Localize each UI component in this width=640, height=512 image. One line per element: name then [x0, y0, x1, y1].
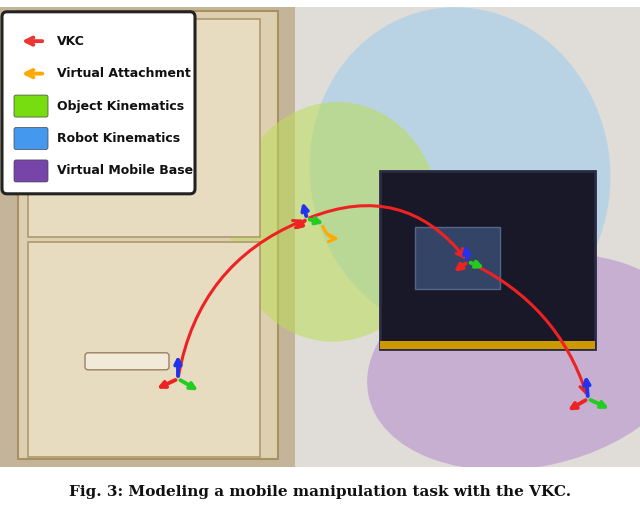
FancyArrowPatch shape	[323, 226, 336, 242]
Text: Robot Kinematics: Robot Kinematics	[57, 132, 180, 145]
Text: Virtual Attachment: Virtual Attachment	[57, 67, 191, 80]
Text: Fig. 3: Modeling a mobile manipulation task with the VKC.: Fig. 3: Modeling a mobile manipulation t…	[69, 485, 571, 499]
Ellipse shape	[367, 253, 640, 470]
Text: VKC: VKC	[57, 35, 85, 48]
FancyArrowPatch shape	[179, 221, 301, 376]
FancyArrowPatch shape	[26, 37, 42, 45]
FancyArrowPatch shape	[310, 206, 464, 257]
FancyBboxPatch shape	[2, 12, 195, 194]
Bar	[380, 341, 595, 349]
Bar	[0, 7, 295, 467]
Bar	[415, 227, 500, 289]
Bar	[28, 242, 260, 457]
Ellipse shape	[310, 7, 611, 336]
FancyBboxPatch shape	[85, 353, 169, 370]
FancyBboxPatch shape	[14, 160, 48, 182]
FancyArrowPatch shape	[470, 263, 588, 393]
Text: Object Kinematics: Object Kinematics	[57, 99, 184, 113]
FancyArrowPatch shape	[26, 70, 42, 77]
Bar	[18, 11, 278, 459]
Text: Virtual Mobile Base: Virtual Mobile Base	[57, 164, 193, 178]
Ellipse shape	[230, 102, 440, 342]
FancyBboxPatch shape	[14, 127, 48, 150]
FancyBboxPatch shape	[14, 95, 48, 117]
Bar	[295, 7, 640, 467]
Bar	[380, 171, 595, 349]
Bar	[28, 19, 260, 237]
